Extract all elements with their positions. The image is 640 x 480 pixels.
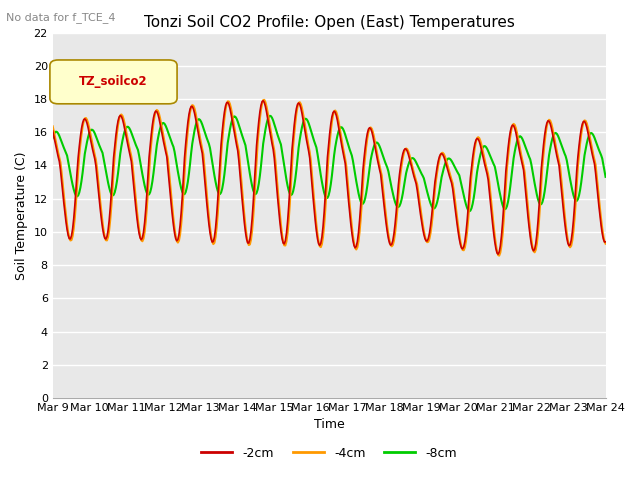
-2cm: [602, 239, 609, 245]
-2cm: [312, 228, 320, 234]
-8cm: [465, 208, 473, 214]
-2cm: [494, 252, 502, 257]
-2cm: [259, 98, 267, 104]
Text: TZ_soilco2: TZ_soilco2: [79, 75, 148, 88]
-4cm: [312, 222, 320, 228]
-2cm: [316, 242, 324, 248]
Y-axis label: Soil Temperature (C): Soil Temperature (C): [15, 151, 28, 279]
-4cm: [602, 241, 609, 247]
-8cm: [49, 135, 56, 141]
-8cm: [316, 166, 324, 171]
-4cm: [49, 123, 56, 129]
-8cm: [591, 135, 598, 141]
-2cm: [349, 238, 356, 243]
-4cm: [316, 243, 324, 249]
-4cm: [379, 183, 387, 189]
Line: -4cm: -4cm: [52, 100, 605, 256]
-8cm: [266, 113, 274, 119]
Line: -8cm: -8cm: [52, 116, 605, 211]
-8cm: [602, 174, 609, 180]
-8cm: [504, 199, 512, 204]
X-axis label: Time: Time: [314, 419, 344, 432]
-8cm: [379, 153, 387, 158]
FancyBboxPatch shape: [50, 60, 177, 104]
-2cm: [379, 192, 387, 197]
-2cm: [504, 145, 512, 151]
-4cm: [591, 157, 598, 163]
-4cm: [260, 97, 268, 103]
-2cm: [591, 161, 598, 167]
Text: No data for f_TCE_4: No data for f_TCE_4: [6, 12, 116, 23]
Title: Tonzi Soil CO2 Profile: Open (East) Temperatures: Tonzi Soil CO2 Profile: Open (East) Temp…: [143, 15, 515, 30]
-4cm: [495, 253, 503, 259]
Line: -2cm: -2cm: [52, 101, 605, 254]
Legend: -2cm, -4cm, -8cm: -2cm, -4cm, -8cm: [196, 442, 462, 465]
-8cm: [312, 144, 320, 150]
-2cm: [49, 128, 56, 134]
-8cm: [349, 158, 356, 164]
-4cm: [504, 154, 512, 159]
-4cm: [349, 233, 356, 239]
